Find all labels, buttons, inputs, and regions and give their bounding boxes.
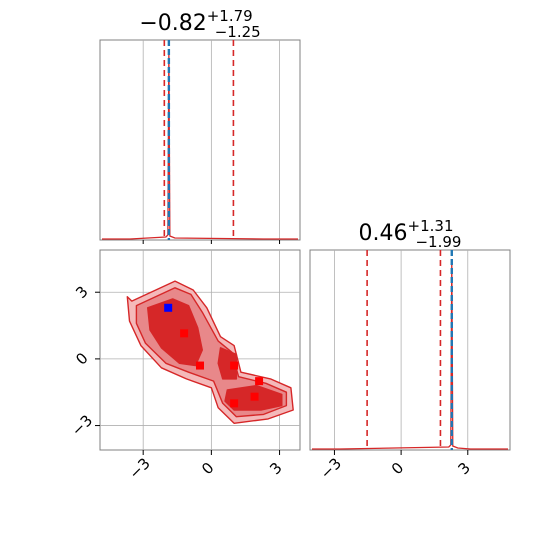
sample-marker (180, 329, 189, 338)
sample-marker (230, 361, 239, 370)
y-tick-label: −3 (68, 411, 96, 439)
panel-frame (309, 249, 511, 451)
sample-marker (250, 392, 259, 401)
y-tick-label: 0 (72, 349, 91, 368)
x-tick-label: 0 (198, 459, 217, 478)
density-contour (217, 347, 238, 380)
sample-marker (196, 361, 204, 370)
param2-plus: +1.31 (408, 217, 454, 235)
sample-marker (255, 377, 264, 386)
param1-plus: +1.79 (207, 7, 253, 25)
panel-frame (99, 249, 301, 451)
x-tick-label: 0 (388, 459, 407, 478)
panel-frame (99, 39, 301, 241)
param1-minus: −1.25 (215, 23, 261, 41)
best-fit-marker (164, 303, 173, 312)
density-2d-panel (99, 249, 301, 451)
x-tick-label: −3 (125, 454, 153, 482)
sample-marker (230, 399, 239, 408)
param2-median: 0.46 (359, 221, 408, 246)
param2-minus: −1.99 (415, 233, 461, 251)
histogram-line (102, 51, 298, 240)
histogram-line (312, 261, 508, 450)
hist-param1-panel (99, 39, 301, 241)
x-tick-label: 3 (266, 459, 285, 478)
hist-param2-panel (309, 249, 511, 451)
y-tick-label: 3 (72, 282, 91, 301)
param1-title: −0.82+1.79 −1.25 (139, 7, 260, 41)
x-tick-label: −3 (317, 454, 345, 482)
param1-median: −0.82 (139, 11, 206, 36)
x-tick-label: 3 (455, 459, 474, 478)
density-contour (147, 298, 203, 367)
param2-title: 0.46+1.31 −1.99 (359, 217, 462, 251)
